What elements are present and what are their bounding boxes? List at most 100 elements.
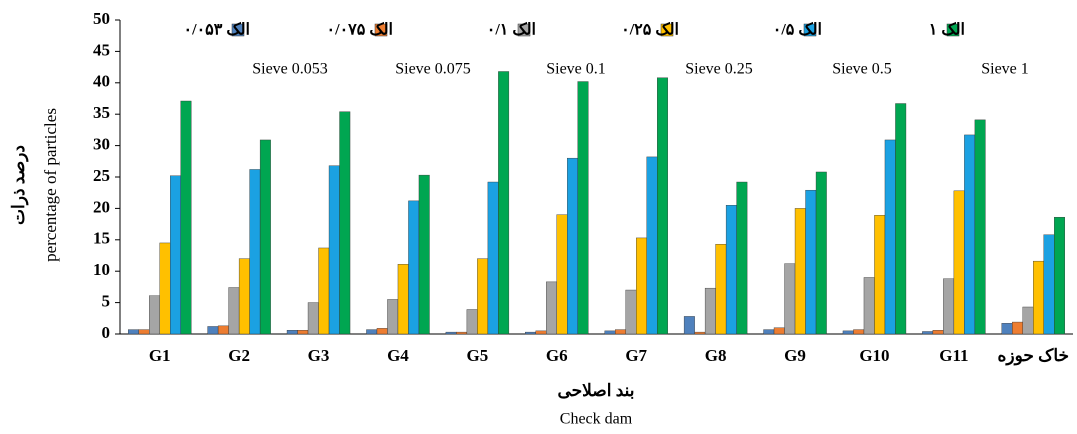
bar	[339, 111, 351, 335]
x-tick-label: G5	[467, 346, 489, 365]
bar	[646, 156, 658, 335]
legend-label-en: Sieve 0.075	[395, 61, 471, 78]
bar	[1033, 260, 1044, 335]
bar	[805, 189, 817, 335]
bar	[853, 329, 865, 335]
legend-label: الک ۰/۵	[773, 22, 822, 39]
bar	[376, 328, 388, 335]
legend-label-en: Sieve 1	[981, 61, 1029, 78]
bar	[625, 289, 637, 335]
x-title-en: Check dam	[560, 411, 633, 428]
bar	[736, 181, 748, 335]
bar	[556, 214, 568, 335]
x-tick-label: G10	[859, 346, 889, 365]
y-tick-label: 40	[93, 72, 110, 91]
bar	[366, 329, 378, 335]
bar	[895, 103, 907, 335]
bar	[815, 171, 827, 335]
bar	[128, 329, 139, 335]
bar	[784, 263, 796, 335]
bar	[874, 215, 886, 335]
bar	[466, 309, 478, 335]
bar	[487, 181, 499, 335]
bar	[456, 331, 468, 335]
y-tick-label: 20	[93, 197, 110, 216]
legend-label-en: Sieve 0.1	[546, 61, 606, 78]
x-tick-label: G3	[308, 346, 330, 365]
bar	[297, 330, 309, 335]
legend-swatch	[946, 23, 960, 37]
bar	[159, 242, 171, 335]
bar	[408, 200, 420, 335]
bar	[1054, 216, 1065, 335]
bar	[974, 119, 986, 335]
bar	[286, 330, 298, 335]
bar	[525, 331, 536, 335]
x-tick-label: G2	[228, 346, 250, 365]
bar	[863, 277, 875, 335]
bar	[1022, 306, 1034, 335]
bar	[387, 299, 399, 335]
x-tick-label: خاک حوزه	[998, 346, 1070, 366]
y-tick-label: 25	[93, 166, 110, 185]
x-tick-label: G7	[625, 346, 647, 365]
bar	[259, 139, 271, 335]
legend-swatch	[231, 23, 245, 37]
x-tick-label: G1	[149, 346, 171, 365]
bar	[546, 281, 557, 335]
legend-swatch	[374, 23, 388, 37]
bar	[794, 208, 806, 335]
y-title: درصد ذرات	[9, 145, 29, 225]
bar	[180, 100, 192, 335]
bar	[964, 134, 976, 335]
bar	[842, 330, 854, 335]
x-tick-label: G11	[939, 346, 968, 365]
bar	[683, 316, 695, 335]
legend-label-en: Sieve 0.053	[252, 61, 328, 78]
bar	[725, 205, 737, 335]
legend-label-en: Sieve 0.25	[685, 61, 753, 78]
bar	[884, 139, 896, 335]
bar	[477, 258, 489, 335]
bar	[953, 190, 965, 335]
bar	[170, 175, 181, 335]
legend-swatch	[803, 23, 817, 37]
bar	[207, 326, 219, 335]
bar	[238, 258, 250, 335]
x-tick-label: G4	[387, 346, 409, 365]
bar	[943, 278, 955, 335]
legend-swatch	[517, 23, 531, 37]
bar	[1012, 321, 1023, 335]
x-tick-label: G6	[546, 346, 568, 365]
bar	[636, 237, 647, 335]
y-tick-label: 10	[93, 260, 110, 279]
bar	[704, 287, 716, 335]
bar	[249, 169, 261, 335]
legend-label-en: Sieve 0.5	[832, 61, 892, 78]
y-tick-label: 5	[102, 292, 111, 311]
bar	[715, 243, 727, 335]
bar	[1043, 234, 1055, 335]
bar	[397, 264, 409, 335]
y-tick-label: 50	[93, 9, 110, 28]
bar	[307, 302, 319, 335]
bar	[615, 329, 626, 335]
bar	[138, 329, 150, 335]
x-tick-label: G9	[784, 346, 806, 365]
bar	[694, 331, 706, 335]
x-tick-label: G8	[705, 346, 727, 365]
bar	[932, 330, 944, 335]
legend-label: الک ۰/۲۵	[621, 22, 679, 39]
y-tick-label: 35	[93, 103, 110, 122]
legend-label: الک ۱	[929, 22, 965, 39]
bar	[773, 327, 785, 335]
legend-label: الک ۰/۰۷۵	[327, 22, 393, 39]
bar	[604, 330, 616, 335]
legend-label: الک ۰/۱	[487, 22, 536, 39]
bar	[217, 325, 229, 335]
bar	[498, 71, 510, 335]
bar	[445, 331, 457, 335]
legend-swatch	[660, 23, 674, 37]
bar	[418, 174, 430, 335]
